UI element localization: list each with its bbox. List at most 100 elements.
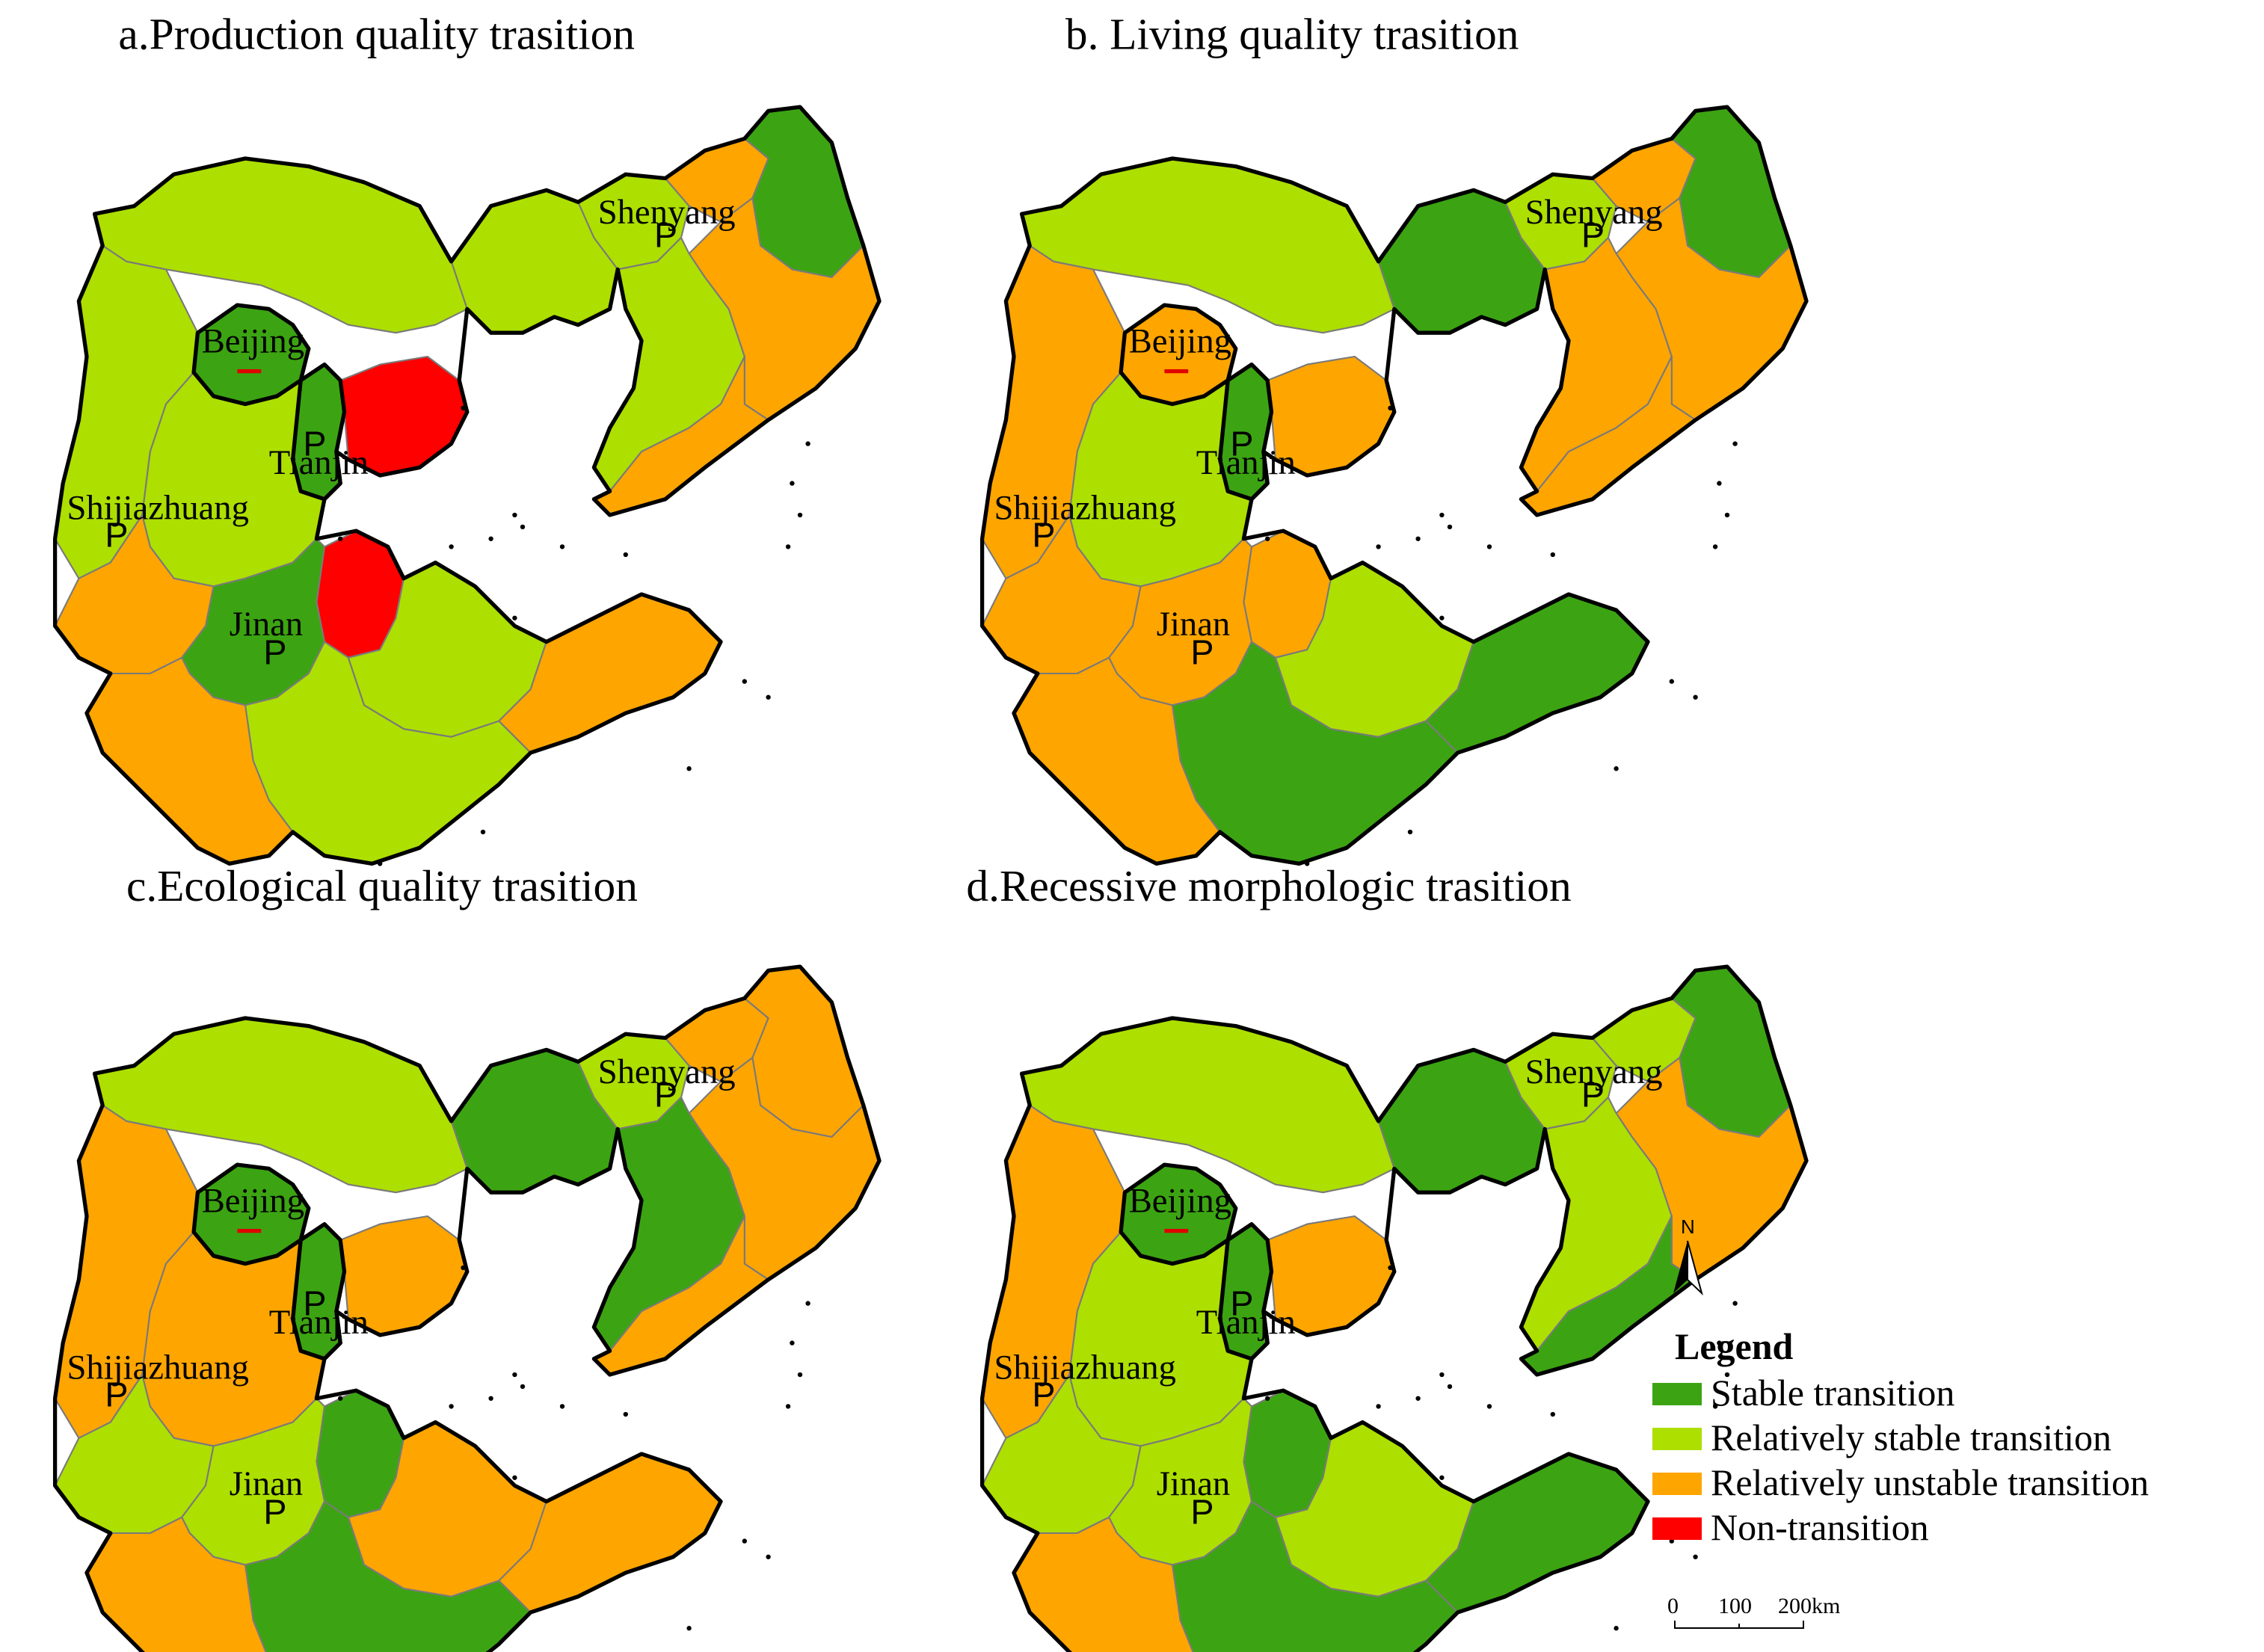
capital-marker-tianjin: P bbox=[1230, 424, 1253, 463]
city-label-jinan: Jinan bbox=[230, 605, 303, 644]
city-label-tianjin: Tianjin bbox=[1196, 1303, 1296, 1342]
island-dot bbox=[686, 766, 692, 771]
island-dot bbox=[1439, 512, 1445, 518]
island-dot bbox=[1265, 536, 1270, 541]
capital-bar-beijing bbox=[237, 1228, 262, 1233]
island-dot bbox=[1693, 694, 1698, 700]
capital-marker-tianjin: P bbox=[303, 1283, 326, 1322]
island-dot bbox=[742, 679, 747, 684]
island-dot bbox=[1305, 861, 1310, 866]
city-label-shijiazhuang: Shijiazhuang bbox=[994, 488, 1176, 527]
capital-marker-jinan: P bbox=[1190, 632, 1213, 671]
city-label-tianjin: Tianjin bbox=[269, 443, 369, 482]
island-dot bbox=[790, 1340, 795, 1346]
legend-swatch-non-transition bbox=[1652, 1517, 1702, 1540]
island-dot bbox=[378, 861, 383, 866]
island-dot bbox=[1614, 1626, 1619, 1631]
island-dot bbox=[338, 536, 343, 541]
island-dot bbox=[805, 1301, 810, 1306]
island-dot bbox=[1669, 1538, 1674, 1544]
panel-title: c.Ecological quality trasition bbox=[126, 861, 638, 910]
island-dot bbox=[1732, 1301, 1738, 1306]
capital-marker-jinan: P bbox=[263, 632, 286, 671]
island-dot bbox=[623, 552, 628, 558]
panel-title: a.Production quality trasition bbox=[118, 10, 635, 59]
island-dot bbox=[797, 1372, 803, 1378]
map-body: BeijingTianjinPShijiazhuangPJinanPShenya… bbox=[982, 967, 1806, 1652]
capital-marker-jinan: P bbox=[1190, 1492, 1213, 1531]
north-arrow-icon: N bbox=[1673, 1215, 1703, 1296]
island-dot bbox=[1724, 512, 1730, 518]
capital-marker-shijiazhuang: P bbox=[1032, 515, 1055, 554]
island-dot bbox=[686, 1626, 692, 1631]
island-dot bbox=[449, 544, 454, 549]
city-label-shenyang: Shenyang bbox=[598, 1052, 736, 1091]
island-dot bbox=[1550, 1411, 1555, 1417]
island-dot bbox=[766, 694, 771, 700]
island-dot bbox=[512, 615, 517, 620]
island-dot bbox=[1712, 1404, 1718, 1409]
legend-swatch-stable bbox=[1652, 1383, 1702, 1405]
island-dot bbox=[623, 1411, 628, 1417]
island-dot bbox=[1732, 441, 1738, 446]
island-dot bbox=[520, 1384, 526, 1390]
city-label-shenyang: Shenyang bbox=[1525, 193, 1663, 232]
map-panel-ecological: BeijingTianjinPShijiazhuangPJinanPShenya… bbox=[55, 861, 879, 1652]
island-dot bbox=[480, 829, 486, 835]
island-dot bbox=[1550, 552, 1555, 558]
city-label-jinan: Jinan bbox=[230, 1464, 303, 1503]
capital-marker-shenyang: P bbox=[654, 216, 677, 255]
island-dot bbox=[1388, 1265, 1393, 1271]
island-dot bbox=[1376, 544, 1381, 549]
city-label-jinan: Jinan bbox=[1157, 605, 1230, 644]
city-label-beijing: Beijing bbox=[1129, 322, 1231, 361]
scale-bar: 0 100 200km bbox=[1667, 1594, 1840, 1629]
scale-tick-100: 100 bbox=[1718, 1594, 1752, 1618]
legend-swatch-relatively-unstable bbox=[1652, 1473, 1702, 1495]
island-dot bbox=[1439, 615, 1445, 620]
city-label-shijiazhuang: Shijiazhuang bbox=[67, 488, 248, 527]
island-dot bbox=[766, 1554, 771, 1559]
island-dot bbox=[1486, 1404, 1492, 1409]
capital-marker-shenyang: P bbox=[1581, 1076, 1605, 1115]
island-dot bbox=[790, 481, 795, 486]
city-label-beijing: Beijing bbox=[1129, 1182, 1231, 1221]
city-label-shijiazhuang: Shijiazhuang bbox=[67, 1348, 248, 1387]
island-dot bbox=[512, 1372, 517, 1378]
capital-marker-tianjin: P bbox=[1230, 1283, 1253, 1322]
island-dot bbox=[742, 1538, 747, 1544]
island-dot bbox=[512, 512, 517, 518]
city-label-beijing: Beijing bbox=[202, 322, 304, 361]
legend-swatch-relatively-stable bbox=[1652, 1428, 1702, 1450]
map-panel-production: BeijingTianjinPShijiazhuangPJinanPShenya… bbox=[55, 10, 879, 866]
island-dot bbox=[1717, 1340, 1722, 1346]
scale-tick-0: 0 bbox=[1667, 1594, 1679, 1618]
city-label-tianjin: Tianjin bbox=[269, 1303, 369, 1342]
map-body: BeijingTianjinPShijiazhuangPJinanPShenya… bbox=[55, 967, 879, 1652]
island-dot bbox=[559, 1404, 565, 1409]
island-dot bbox=[1415, 536, 1421, 541]
island-dot bbox=[1717, 481, 1722, 486]
island-dot bbox=[488, 1396, 493, 1401]
legend-label-relatively-unstable: Relatively unstable transition bbox=[1711, 1461, 2149, 1503]
island-dot bbox=[461, 405, 466, 411]
capital-bar-beijing bbox=[237, 369, 262, 374]
map-panel-living: BeijingTianjinPShijiazhuangPJinanPShenya… bbox=[982, 10, 1806, 866]
island-dot bbox=[559, 544, 565, 549]
island-dot bbox=[1407, 829, 1413, 835]
capital-bar-beijing bbox=[1164, 1228, 1189, 1233]
island-dot bbox=[1669, 679, 1674, 684]
island-dot bbox=[1415, 1396, 1421, 1401]
island-dot bbox=[338, 1396, 343, 1401]
map-panel-recessive-morphologic: BeijingTianjinPShijiazhuangPJinanPShenya… bbox=[966, 861, 1806, 1652]
north-label: N bbox=[1681, 1215, 1695, 1238]
island-dot bbox=[1447, 1384, 1453, 1390]
island-dot bbox=[785, 544, 791, 549]
city-label-shijiazhuang: Shijiazhuang bbox=[994, 1348, 1176, 1387]
island-dot bbox=[797, 512, 803, 518]
capital-marker-shenyang: P bbox=[1581, 216, 1605, 255]
legend-label-stable: Stable transition bbox=[1711, 1372, 1954, 1414]
island-dot bbox=[1614, 766, 1619, 771]
